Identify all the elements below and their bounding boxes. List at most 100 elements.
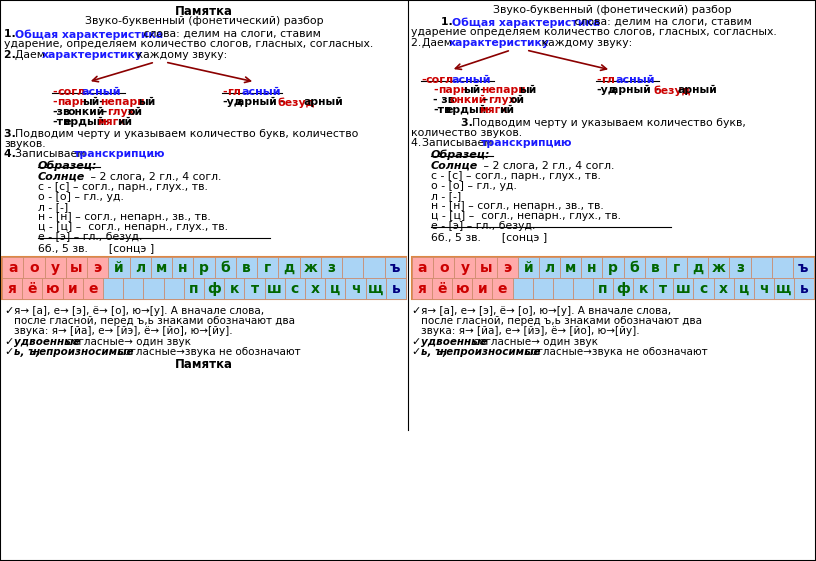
Bar <box>433 257 455 278</box>
Text: ж: ж <box>712 260 725 274</box>
Text: ✓: ✓ <box>4 337 13 347</box>
Text: г: г <box>264 260 272 274</box>
Text: щ: щ <box>776 282 792 296</box>
Text: непроизносимые: непроизносимые <box>33 347 135 357</box>
Text: ы: ы <box>70 260 82 274</box>
Bar <box>245 278 264 299</box>
Bar <box>412 257 814 299</box>
Text: – 2 слога, 2 гл., 4 согл.: – 2 слога, 2 гл., 4 согл. <box>480 161 614 171</box>
Text: й: й <box>114 260 124 274</box>
Text: -зв: -зв <box>52 107 70 117</box>
Text: удвоенные: удвоенные <box>14 337 81 347</box>
Text: асный: асный <box>451 75 490 85</box>
Text: к: к <box>229 282 239 296</box>
Text: характеристику: характеристику <box>42 50 143 60</box>
Text: мягк: мягк <box>479 105 508 115</box>
Text: я: я <box>418 282 427 296</box>
Text: д: д <box>283 260 295 274</box>
Text: Подводим черту и указываем количество букв, количество: Подводим черту и указываем количество бу… <box>15 129 358 139</box>
Bar <box>512 278 533 299</box>
Bar <box>109 257 130 278</box>
Text: и: и <box>68 282 78 296</box>
Text: ый-: ый- <box>82 97 104 107</box>
Bar <box>386 278 406 299</box>
Text: г: г <box>673 260 680 274</box>
Text: непарн: непарн <box>100 97 144 107</box>
Text: ч: ч <box>759 282 769 296</box>
Text: л - [-]: л - [-] <box>38 202 69 212</box>
Text: п: п <box>598 282 608 296</box>
Text: - зв: - зв <box>433 95 455 105</box>
Bar <box>172 257 193 278</box>
Text: з: з <box>327 260 335 274</box>
Text: с: с <box>290 282 299 296</box>
Text: м: м <box>565 260 576 274</box>
Text: .: . <box>559 138 562 148</box>
Text: ✓: ✓ <box>4 306 13 316</box>
Text: -: - <box>52 97 56 107</box>
Text: слова: делим на слоги, ставим: слова: делим на слоги, ставим <box>571 17 752 27</box>
Text: гл: гл <box>601 75 615 85</box>
Bar <box>384 257 406 278</box>
Text: л - [-]: л - [-] <box>431 191 461 201</box>
Text: транскрипцию: транскрипцию <box>481 138 573 148</box>
Text: ий: ий <box>117 117 132 127</box>
Text: характеристику: характеристику <box>449 38 550 48</box>
Text: -уд: -уд <box>222 97 242 107</box>
Bar <box>794 278 814 299</box>
Bar <box>708 257 730 278</box>
Bar <box>363 257 384 278</box>
Bar <box>730 257 751 278</box>
Text: я→ [а], е→ [э], ё→ [о], ю→[у]. А вначале слова,: я→ [а], е→ [э], ё→ [о], ю→[у]. А вначале… <box>14 306 264 316</box>
Text: удвоенные: удвоенные <box>421 337 487 347</box>
Text: 4.: 4. <box>4 149 20 159</box>
Text: ж: ж <box>304 260 317 274</box>
Text: е: е <box>498 282 508 296</box>
Text: ц: ц <box>330 282 340 296</box>
Bar <box>22 278 42 299</box>
Text: ц - [ц] –  согл., непарн., глух., тв.: ц - [ц] – согл., непарн., глух., тв. <box>38 222 228 232</box>
Bar <box>257 257 278 278</box>
Text: -: - <box>52 87 56 97</box>
Bar <box>593 278 613 299</box>
Text: безуд: безуд <box>278 97 316 108</box>
Text: .: . <box>152 149 155 159</box>
Bar <box>345 278 366 299</box>
Bar <box>184 278 204 299</box>
Text: ой: ой <box>128 107 143 117</box>
Bar <box>144 278 163 299</box>
Text: ый-: ый- <box>463 85 485 95</box>
Bar <box>518 257 539 278</box>
Bar <box>163 278 184 299</box>
Bar <box>754 278 774 299</box>
Bar <box>299 257 321 278</box>
Text: онкий: онкий <box>67 107 104 117</box>
Text: 3.: 3. <box>461 118 477 128</box>
Text: н - [н] – согл., непарн., зв., тв.: н - [н] – согл., непарн., зв., тв. <box>38 212 211 222</box>
Text: а: а <box>418 260 428 274</box>
Text: ъ: ъ <box>798 260 809 274</box>
Bar <box>492 278 512 299</box>
Text: непарн: непарн <box>481 85 526 95</box>
Bar <box>533 278 552 299</box>
Bar <box>321 257 342 278</box>
Bar <box>66 257 87 278</box>
Text: звука: я→ [йа], е→ [йэ], ё→ [йо], ю→[йу].: звука: я→ [йа], е→ [йэ], ё→ [йо], ю→[йу]… <box>421 326 640 336</box>
Text: каждому звуку:: каждому звуку: <box>133 50 227 60</box>
Text: Образец:: Образец: <box>38 160 97 171</box>
Text: Образец:: Образец: <box>431 149 490 159</box>
Bar <box>645 257 666 278</box>
Text: Общая характеристика: Общая характеристика <box>452 17 600 27</box>
Text: Даем: Даем <box>422 38 455 48</box>
Text: 6б., 5 зв.      [сонцэ ]: 6б., 5 зв. [сонцэ ] <box>38 243 154 253</box>
Text: безуд: безуд <box>653 85 690 95</box>
Text: 1.: 1. <box>441 17 456 27</box>
Bar <box>412 278 432 299</box>
Text: арный: арный <box>303 97 343 107</box>
Text: Звуко-буквенный (фонетический) разбор: Звуко-буквенный (фонетический) разбор <box>85 16 323 26</box>
Text: ш: ш <box>268 282 282 296</box>
Bar <box>613 278 633 299</box>
Bar <box>552 278 573 299</box>
Bar <box>2 257 406 299</box>
Text: ✓: ✓ <box>411 347 420 357</box>
